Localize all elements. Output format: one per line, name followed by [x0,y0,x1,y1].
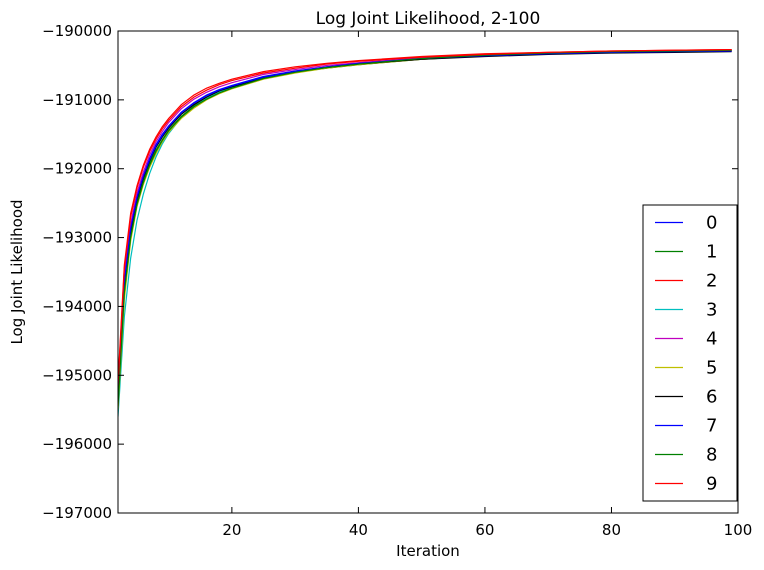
y-tick-label: −192000 [42,160,112,178]
x-axis-label: Iteration [396,542,460,560]
legend-label: 3 [706,300,717,321]
series-line-9 [118,48,732,386]
y-tick-label: −193000 [42,229,112,247]
x-tick-label: 80 [602,521,621,539]
series-line-5 [118,49,732,410]
legend-label: 6 [706,387,717,408]
series-line-7 [118,50,732,393]
series-line-0 [118,50,732,396]
y-tick-label: −197000 [42,504,112,522]
legend-label: 8 [706,445,717,466]
x-tick-label: 100 [724,521,753,539]
series-line-6 [118,51,732,400]
series-line-8 [118,49,732,407]
y-axis-label: Log Joint Likelihood [8,199,26,344]
plot-area-frame [117,30,739,514]
legend: 0 1 2 3 4 5 6 7 8 9 [642,204,738,502]
y-axis: −197000 −196000 −195000 −194000 −193000 −1920… [42,22,738,522]
y-tick-label: −191000 [42,91,112,109]
series-line-1 [118,49,732,403]
legend-label: 2 [706,271,717,292]
y-tick-label: −194000 [42,297,112,315]
legend-label: 1 [706,242,717,263]
series-line-3 [118,49,732,417]
y-tick-label: −196000 [42,435,112,453]
x-tick-label: 20 [222,521,241,539]
chart-title: Log Joint Likelihood, 2-100 [316,9,541,29]
legend-label: 0 [706,213,717,234]
legend-label: 7 [706,416,717,437]
y-tick-label: −190000 [42,22,112,40]
x-tick-label: 40 [349,521,368,539]
x-tick-label: 60 [475,521,494,539]
legend-label: 4 [706,329,717,350]
legend-box [642,204,738,502]
series-line-2 [118,48,732,383]
y-tick-label: −195000 [42,366,112,384]
legend-label: 5 [706,358,717,379]
series-layer [118,48,732,417]
x-axis: 20 40 60 80 100 [222,31,752,539]
legend-label: 9 [706,474,717,495]
series-line-4 [118,49,732,390]
